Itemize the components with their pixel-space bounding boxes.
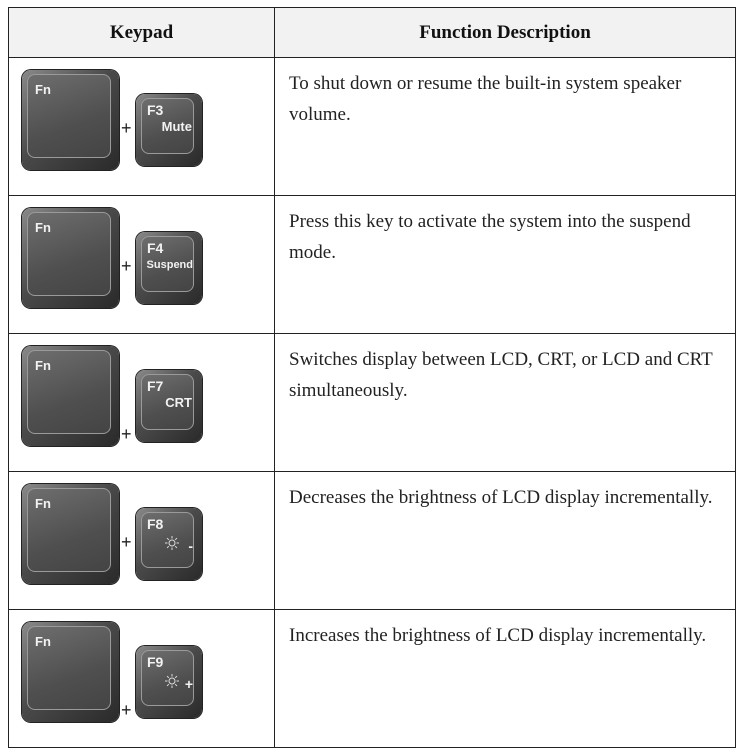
- keypad-cell: Fn + F9 +: [8, 609, 275, 748]
- key-combo: Fn + F4 Suspend: [9, 196, 274, 323]
- key-face: [141, 374, 194, 430]
- table-body: Fn + F3 Mute To shut down or resume the buil…: [8, 57, 736, 748]
- key-combo: Fn + F7 CRT: [9, 334, 274, 461]
- key-sub-label: Mute: [161, 119, 192, 134]
- key-face: [141, 650, 194, 706]
- table-row: Fn + F3 Mute To shut down or resume the buil…: [8, 57, 736, 196]
- key-label: Fn: [35, 358, 51, 373]
- key-label: F4: [147, 240, 164, 256]
- keypad-cell: Fn + F8 -: [8, 471, 275, 610]
- page: {"table": { "header": ["Keypad", "Functi…: [8, 7, 736, 748]
- function-key: F4 Suspend: [136, 232, 202, 304]
- brightness-icon: [165, 674, 179, 688]
- fn-key: Fn: [22, 208, 119, 308]
- table-row: Fn + F7 CRT Switches display between LCD, CR…: [8, 333, 736, 472]
- function-key: F7 CRT: [136, 370, 202, 442]
- key-face: [27, 74, 111, 158]
- key-combo: Fn + F3 Mute: [9, 58, 274, 185]
- key-label: F9: [147, 654, 164, 670]
- key-label: Fn: [35, 634, 51, 649]
- function-key: F8 -: [136, 508, 202, 580]
- description-cell: Decreases the brightness of LCD display …: [274, 471, 736, 610]
- header-cell: Keypad: [8, 7, 275, 58]
- description-cell: To shut down or resume the built-in syst…: [274, 57, 736, 196]
- key-label: F8: [147, 516, 164, 532]
- key-sub-label: +: [184, 676, 193, 692]
- fn-key: Fn: [22, 484, 119, 584]
- header-cell: Function Description: [274, 7, 736, 58]
- key-face: [27, 212, 111, 296]
- key-face: [27, 488, 111, 572]
- function-key: F3 Mute: [136, 94, 202, 166]
- table-row: Fn + F8 - Decreases the brightness of LCD di…: [8, 471, 736, 610]
- key-combo: Fn + F9 +: [9, 610, 274, 737]
- plus-sign: +: [121, 256, 132, 276]
- function-key: F9 +: [136, 646, 202, 718]
- key-face: [27, 626, 111, 710]
- key-sub-label: -: [188, 538, 193, 554]
- fn-key: Fn: [22, 622, 119, 722]
- key-label: F7: [147, 378, 164, 394]
- plus-sign: +: [121, 118, 132, 138]
- key-label: Fn: [35, 82, 51, 97]
- keypad-cell: Fn + F4 Suspend: [8, 195, 275, 334]
- key-face: [141, 236, 194, 292]
- key-combo: Fn + F8 -: [9, 472, 274, 599]
- key-label: F3: [147, 102, 164, 118]
- description-cell: Increases the brightness of LCD display …: [274, 609, 736, 748]
- key-sub-label: CRT: [165, 395, 192, 410]
- fn-key: Fn: [22, 346, 119, 446]
- key-label: Fn: [35, 496, 51, 511]
- brightness-icon: [165, 536, 179, 550]
- fn-key: Fn: [22, 70, 119, 170]
- keypad-cell: Fn + F3 Mute: [8, 57, 275, 196]
- description-cell: Switches display between LCD, CRT, or LC…: [274, 333, 736, 472]
- keypad-cell: Fn + F7 CRT: [8, 333, 275, 472]
- header-row: Keypad Function Description: [8, 7, 736, 58]
- keypad-table: Keypad Function Description Fn + F3 Mute To …: [8, 7, 736, 748]
- key-face: [141, 512, 194, 568]
- table-row: Fn + F4 Suspend Press this key to activate t…: [8, 195, 736, 334]
- key-face: [27, 350, 111, 434]
- plus-sign: +: [121, 700, 132, 720]
- key-label: Fn: [35, 220, 51, 235]
- key-face: [141, 98, 194, 154]
- plus-sign: +: [121, 532, 132, 552]
- plus-sign: +: [121, 424, 132, 444]
- description-cell: Press this key to activate the system in…: [274, 195, 736, 334]
- key-sub-label: Suspend: [146, 259, 193, 271]
- table-row: Fn + F9 + Increases the brightness of LCD di…: [8, 609, 736, 748]
